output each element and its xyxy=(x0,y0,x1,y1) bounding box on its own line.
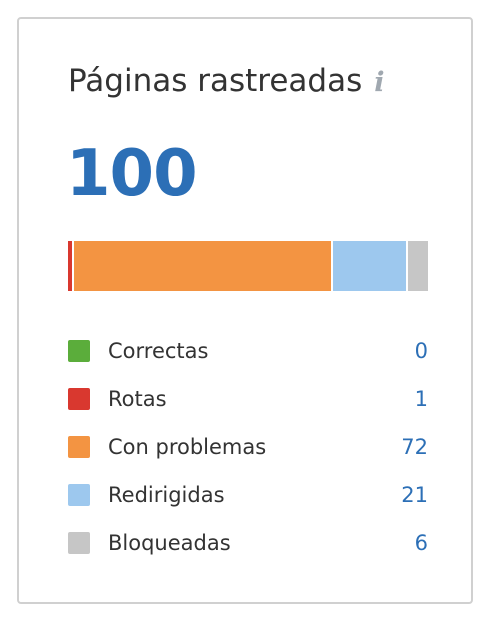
legend-swatch xyxy=(68,388,90,410)
legend-label: Correctas xyxy=(108,339,209,363)
legend-label: Redirigidas xyxy=(108,483,225,507)
legend-item-bloqueadas[interactable]: Bloqueadas 6 xyxy=(68,519,428,567)
card-header: Páginas rastreadas i xyxy=(68,63,385,99)
legend-count-link[interactable]: 0 xyxy=(414,339,428,363)
bar-segment-con-problemas[interactable] xyxy=(71,241,331,291)
status-legend: Correctas 0 Rotas 1 Con problemas 72 Red… xyxy=(68,327,428,567)
legend-count-link[interactable]: 6 xyxy=(414,531,428,555)
legend-count-link[interactable]: 1 xyxy=(414,387,428,411)
legend-swatch xyxy=(68,436,90,458)
bar-segment-rotas[interactable] xyxy=(68,241,72,291)
legend-count-link[interactable]: 72 xyxy=(401,435,428,459)
legend-item-redirigidas[interactable]: Redirigidas 21 xyxy=(68,471,428,519)
crawled-pages-card: Páginas rastreadas i 100 Correctas 0 Rot… xyxy=(17,17,473,604)
card-title: Páginas rastreadas xyxy=(68,63,363,99)
legend-label: Con problemas xyxy=(108,435,267,459)
info-icon[interactable]: i xyxy=(374,67,385,98)
legend-item-correctas[interactable]: Correctas 0 xyxy=(68,327,428,375)
status-stacked-bar xyxy=(68,241,428,291)
bar-segment-bloqueadas[interactable] xyxy=(406,241,428,291)
bar-segment-redirigidas[interactable] xyxy=(330,241,407,291)
legend-item-con-problemas[interactable]: Con problemas 72 xyxy=(68,423,428,471)
legend-item-rotas[interactable]: Rotas 1 xyxy=(68,375,428,423)
legend-swatch xyxy=(68,484,90,506)
total-pages-count[interactable]: 100 xyxy=(66,137,198,211)
legend-count-link[interactable]: 21 xyxy=(401,483,428,507)
legend-swatch xyxy=(68,340,90,362)
legend-label: Bloqueadas xyxy=(108,531,231,555)
legend-swatch xyxy=(68,532,90,554)
legend-label: Rotas xyxy=(108,387,167,411)
